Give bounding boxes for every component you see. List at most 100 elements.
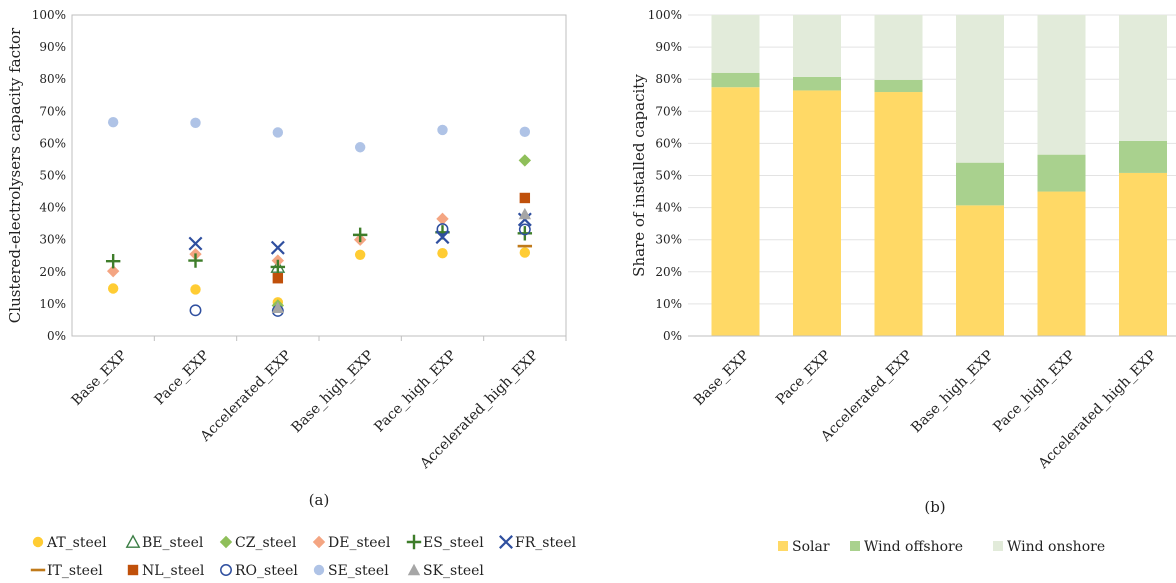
data-point-ro-steel	[518, 223, 531, 236]
x-category-label: Pace_high_EXP	[990, 348, 1078, 436]
legend-swatch	[778, 541, 788, 551]
bar-segment-wind-onshore	[874, 15, 923, 80]
y-tick-label: 30%	[655, 233, 682, 247]
legend-label: FR_steel	[515, 535, 577, 551]
y-tick-label: 30%	[39, 233, 66, 247]
legend-label: NL_steel	[142, 563, 205, 579]
y-tick-label: 0%	[47, 329, 66, 343]
y-tick-label: 40%	[39, 201, 66, 215]
legend-label: SK_steel	[423, 563, 484, 579]
legend-label: Wind offshore	[864, 539, 963, 555]
y-tick-label: 10%	[655, 297, 682, 311]
x-category-label: Accelerated_EXP	[197, 348, 295, 446]
data-point-es-steel	[105, 254, 121, 269]
legend-swatch	[993, 541, 1003, 551]
legend-label: BE_steel	[142, 535, 204, 551]
y-tick-label: 60%	[39, 136, 66, 150]
legend-marker	[407, 563, 421, 576]
data-point-nl-steel	[519, 192, 531, 204]
legend-label: SE_steel	[328, 563, 389, 579]
panel-label: (b)	[924, 498, 945, 516]
data-point-fr-steel	[188, 236, 203, 251]
panel-a-scatter: 0% 10% 20% 30% 40% 50% 60% 70% 80% 90% 100% Cluster…	[6, 8, 577, 579]
x-category-label: Base_high_EXP	[288, 348, 377, 437]
y-tick-label: 60%	[655, 136, 682, 150]
x-category-label: Pace_EXP	[773, 348, 834, 409]
data-point-sk-steel	[271, 301, 285, 313]
plot-frame	[71, 14, 567, 337]
bar-segment-wind-offshore	[1037, 154, 1086, 192]
data-point-cz-steel	[518, 154, 532, 167]
y-tick-label: 100%	[32, 8, 66, 22]
data-point-nl-steel	[272, 273, 284, 284]
data-point-se-steel	[354, 142, 366, 153]
data-point-de-steel	[106, 264, 120, 278]
y-tick-label: 90%	[39, 40, 66, 54]
y-tick-label: 20%	[655, 265, 682, 279]
data-point-es-steel	[352, 227, 368, 243]
y-axis-title: Clustered-electrolysers capacity factor	[6, 27, 24, 323]
bar-segment-wind-onshore	[1119, 15, 1167, 141]
bar-segment-solar	[956, 205, 1004, 336]
data-point-es-steel	[517, 226, 533, 241]
y-tick-label: 20%	[39, 265, 66, 279]
y-axis-title: Share of installed capacity	[630, 74, 648, 277]
bar-segment-wind-onshore	[793, 15, 841, 77]
bar-segment-solar	[1119, 172, 1167, 336]
panel-b-stacked-bar: 0% 10% 20% 30% 40% 50% 60% 70% 80% 90% 100% Share o…	[630, 8, 1176, 555]
data-point-at-steel	[107, 283, 119, 294]
data-point-fr-steel	[517, 212, 532, 227]
legend-marker	[406, 534, 422, 550]
y-tick-label: 100%	[648, 8, 682, 22]
legend-marker	[312, 535, 326, 549]
legend-marker	[220, 564, 232, 576]
y-tick-label: 80%	[655, 72, 682, 86]
data-point-at-steel	[354, 249, 366, 260]
y-tick-label: 90%	[655, 40, 682, 54]
bar-segment-solar	[793, 90, 841, 336]
data-point-sk-steel	[518, 207, 532, 220]
x-category-label: Pace_EXP	[152, 348, 213, 409]
data-point-at-steel	[190, 284, 201, 295]
y-tick-label: 70%	[39, 104, 66, 118]
y-tick-label: 10%	[39, 297, 66, 311]
bar-segment-solar	[874, 92, 923, 336]
legend-label: DE_steel	[328, 535, 391, 551]
bar-segment-wind-offshore	[711, 72, 760, 88]
data-point-fr-steel	[270, 240, 285, 255]
data-point-es-steel	[270, 259, 286, 275]
bar-segment-wind-onshore	[711, 15, 760, 73]
legend-label: RO_steel	[235, 563, 298, 579]
bar-segment-wind-offshore	[1119, 140, 1167, 173]
bar-segment-solar	[1037, 191, 1086, 336]
legend-marker	[125, 534, 141, 548]
data-point-ro-steel	[189, 304, 202, 317]
legend-marker	[313, 564, 325, 576]
data-point-se-steel	[272, 127, 284, 138]
x-category-label: Base_EXP	[69, 348, 130, 409]
bar-segment-wind-onshore	[1037, 15, 1086, 155]
data-point-se-steel	[107, 117, 119, 128]
data-point-at-steel	[519, 247, 531, 258]
data-point-ro-steel	[436, 223, 449, 236]
data-point-de-steel	[436, 212, 449, 226]
legend-marker	[32, 536, 44, 548]
x-category-label: Base_EXP	[691, 348, 752, 409]
legend-label: ES_steel	[423, 535, 484, 551]
y-tick-label: 0%	[663, 329, 682, 343]
legend-label: Solar	[792, 539, 830, 555]
data-point-se-steel	[190, 117, 201, 129]
bar-segment-solar	[711, 87, 760, 336]
bar-segment-wind-offshore	[874, 79, 923, 93]
legend-label: AT_steel	[46, 535, 107, 551]
data-point-es-steel	[188, 253, 203, 268]
legend-marker	[219, 535, 233, 549]
bar-segment-wind-onshore	[956, 15, 1004, 163]
legend-marker	[127, 564, 139, 576]
legend-swatch	[850, 541, 860, 551]
data-point-at-steel	[437, 247, 448, 259]
legend-label: CZ_steel	[235, 535, 297, 551]
legend-marker	[499, 535, 513, 549]
legend-label: IT_steel	[47, 563, 103, 579]
